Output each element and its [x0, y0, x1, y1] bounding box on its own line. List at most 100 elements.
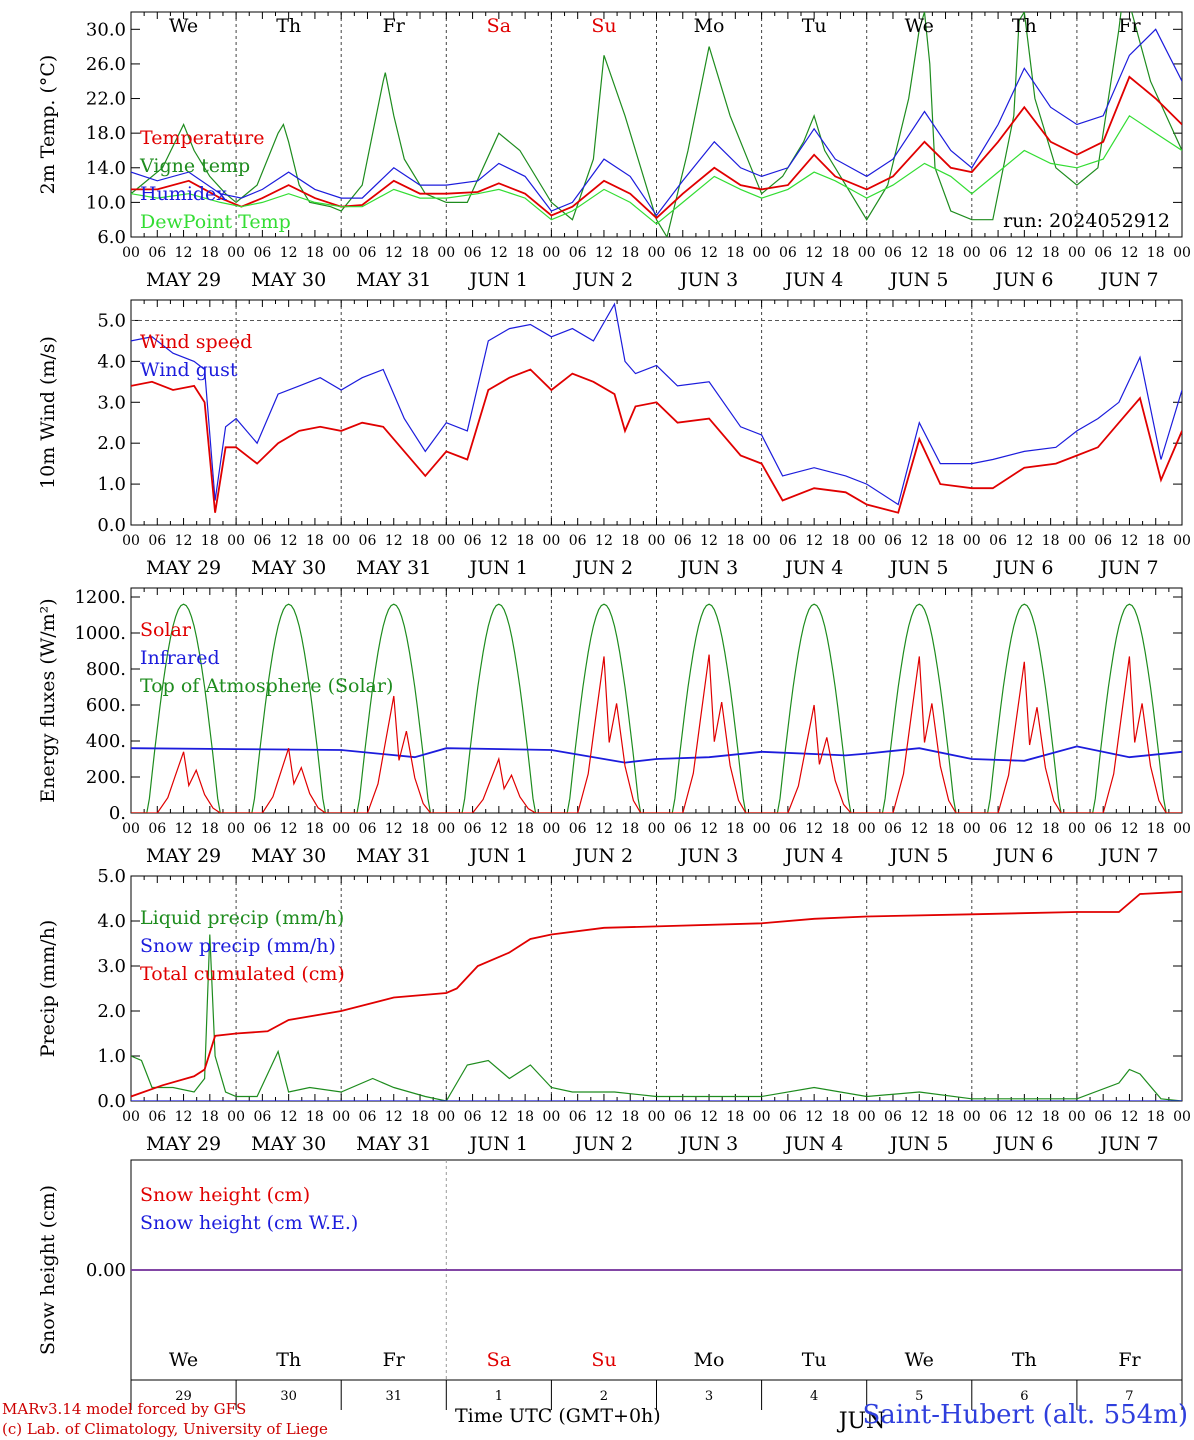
x-hour-label: 06	[884, 245, 902, 261]
y-tick-label: 10.0	[86, 192, 126, 213]
x-hour-label: 00	[648, 821, 666, 837]
x-hour-label: 18	[621, 1109, 639, 1125]
series-line	[131, 28, 1182, 217]
x-hour-label: 06	[674, 245, 692, 261]
x-hour-label: 12	[280, 533, 298, 549]
weekday-label: Mo	[694, 15, 725, 37]
panel-snow: 0.00 Snow height (cm) Snow height (cm) Snow…	[37, 1159, 1183, 1381]
x-hour-label: 06	[464, 1109, 482, 1125]
x-hour-label: 00	[332, 245, 350, 261]
x-hour-label: 18	[1147, 245, 1165, 261]
y-tick-label: 0.0	[97, 1091, 126, 1112]
x-hour-label: 18	[1147, 533, 1165, 549]
month-label: JUN	[837, 1409, 886, 1434]
x-date-label: JUN 2	[573, 269, 633, 291]
x-date-label: JUN 7	[1098, 557, 1158, 579]
x-hour-label: 00	[1173, 533, 1191, 549]
y-tick-label: 6.0	[97, 227, 126, 248]
y-tick-label: 22.0	[86, 89, 126, 110]
day-number-label: 5	[915, 1389, 923, 1404]
weekday-label: Fr	[1118, 15, 1141, 37]
x-date-label: MAY 31	[356, 845, 431, 867]
x-hour-label: 12	[910, 821, 928, 837]
x-hour-label: 18	[937, 821, 955, 837]
x-hour-label: 12	[805, 1109, 823, 1125]
legend-entry: Humidex	[140, 183, 227, 205]
x-date-label: JUN 7	[1098, 845, 1158, 867]
x-hour-label: 06	[989, 821, 1007, 837]
weekday-label: Th	[276, 1349, 301, 1371]
series-group	[131, 603, 1182, 813]
plot-frame	[130, 11, 1183, 238]
legend-entry: Snow height (cm W.E.)	[140, 1212, 358, 1234]
day-number-label: 4	[810, 1389, 818, 1404]
x-hour-label: 12	[805, 245, 823, 261]
x-hour-label: 12	[595, 533, 613, 549]
x-hour-label: 00	[227, 1109, 245, 1125]
x-hour-label: 00	[1173, 821, 1191, 837]
plot-frame	[130, 587, 1183, 814]
x-date-label: MAY 29	[146, 845, 221, 867]
x-date-label: MAY 31	[356, 269, 431, 291]
x-hour-label: 12	[280, 245, 298, 261]
x-hour-label: 12	[1015, 821, 1033, 837]
y-tick-label: 5.0	[97, 310, 126, 331]
x-hour-label: 06	[779, 533, 797, 549]
x-hour-label: 18	[411, 1109, 429, 1125]
x-hour-label: 00	[648, 533, 666, 549]
weekday-label: Sa	[487, 1349, 511, 1371]
x-date-label: JUN 3	[678, 1133, 738, 1155]
x-hour-label: 00	[122, 533, 140, 549]
x-hour-label: 00	[1068, 533, 1086, 549]
x-hour-label: 06	[1094, 1109, 1112, 1125]
x-hour-label: 00	[648, 1109, 666, 1125]
x-hour-label: 00	[437, 1109, 455, 1125]
series-line	[131, 890, 1182, 1098]
y-tick-label: 600.	[86, 695, 126, 716]
legend-entry: Liquid precip (mm/h)	[140, 907, 344, 929]
x-hour-label: 00	[963, 245, 981, 261]
x-hour-label: 00	[648, 245, 666, 261]
series-line	[131, 603, 1182, 813]
x-hour-label: 18	[832, 533, 850, 549]
x-hour-label: 18	[937, 245, 955, 261]
day-number-label: 31	[385, 1389, 402, 1404]
x-hour-label: 00	[122, 821, 140, 837]
y-axis-label: 2m Temp. (°C)	[37, 55, 59, 195]
x-hour-label: 06	[674, 821, 692, 837]
series-line	[131, 302, 1182, 506]
x-hour-label: 06	[989, 533, 1007, 549]
x-hour-label: 06	[1094, 245, 1112, 261]
x-hour-label: 12	[595, 821, 613, 837]
x-date-label: JUN 5	[888, 845, 948, 867]
x-hour-label: 18	[726, 1109, 744, 1125]
weekday-label: Th	[276, 15, 301, 37]
x-date-label: MAY 30	[251, 845, 326, 867]
x-hour-label: 12	[175, 245, 193, 261]
x-hour-label: 00	[542, 533, 560, 549]
legend-entry: Wind gust	[140, 359, 238, 381]
x-hour-label: 12	[385, 245, 403, 261]
series-line	[131, 745, 1182, 764]
panel-temperature: 00 06 12 18 MAY 29 00 06 12 18 MAY 30 00 06 12 18 MAY …	[37, 11, 1191, 291]
x-hour-label: 06	[253, 1109, 271, 1125]
day-number-label: 29	[175, 1389, 192, 1404]
x-hour-label: 00	[858, 1109, 876, 1125]
x-hour-label: 18	[306, 245, 324, 261]
x-hour-label: 00	[437, 821, 455, 837]
x-hour-label: 00	[963, 1109, 981, 1125]
x-hour-label: 12	[280, 1109, 298, 1125]
x-hour-label: 06	[779, 245, 797, 261]
weekday-label: Sa	[487, 15, 511, 37]
x-hour-label: 12	[175, 1109, 193, 1125]
y-tick-label: 1.0	[97, 474, 126, 495]
x-date-label: JUN 3	[678, 845, 738, 867]
x-hour-label: 18	[306, 1109, 324, 1125]
x-hour-label: 12	[490, 245, 508, 261]
x-hour-label: 00	[858, 245, 876, 261]
x-hour-label: 00	[542, 821, 560, 837]
x-hour-label: 12	[175, 533, 193, 549]
x-hour-label: 00	[753, 821, 771, 837]
weekday-label: We	[169, 15, 198, 37]
x-hour-label: 18	[516, 245, 534, 261]
